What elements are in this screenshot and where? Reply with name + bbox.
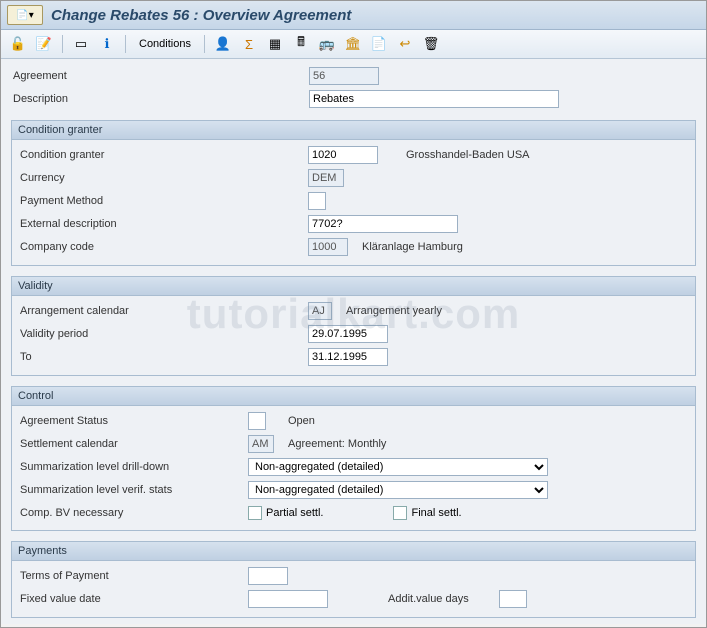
label-company-code: Company code	[18, 241, 188, 253]
person-icon[interactable]: 👤	[212, 33, 234, 55]
display-icon[interactable]: 🔓	[7, 33, 29, 55]
app-icon: 📄▾	[7, 5, 43, 25]
granter-field[interactable]	[308, 146, 378, 164]
delete-icon[interactable]: 🗑	[420, 33, 442, 55]
val-to-field[interactable]	[308, 348, 388, 366]
arr-cal-text: Arrangement yearly	[346, 305, 442, 317]
description-field[interactable]	[309, 90, 559, 108]
ext-desc-field[interactable]	[308, 215, 458, 233]
revoke-icon[interactable]: ↩	[394, 33, 416, 55]
row-description: Description	[11, 88, 696, 110]
final-settl-checkbox[interactable]	[393, 506, 407, 520]
sum-drill-select[interactable]: Non-aggregated (detailed)	[248, 458, 548, 476]
label-fixed-date: Fixed value date	[18, 593, 238, 605]
label-payment-method: Payment Method	[18, 195, 188, 207]
doc-icon[interactable]: 📄	[368, 33, 390, 55]
page-title: Change Rebates 56 : Overview Agreement	[51, 7, 351, 24]
separator	[62, 35, 63, 53]
panel-control: Control Agreement Status Open Settlement…	[11, 386, 696, 531]
label-granter: Condition granter	[18, 149, 188, 161]
label-agreement: Agreement	[11, 70, 181, 82]
terms-field[interactable]	[248, 567, 288, 585]
settle-cal-text: Agreement: Monthly	[288, 438, 386, 450]
separator	[125, 35, 126, 53]
company-code-text: Kläranlage Hamburg	[362, 241, 463, 253]
label-sum-drill: Summarization level drill-down	[18, 461, 238, 473]
label-val-period: Validity period	[18, 328, 218, 340]
label-settle-cal: Settlement calendar	[18, 438, 238, 450]
agreement-field[interactable]	[309, 67, 379, 85]
granter-text: Grosshandel-Baden USA	[406, 149, 530, 161]
grid-icon[interactable]: ▦	[264, 33, 286, 55]
collapse-icon[interactable]: ▭	[70, 33, 92, 55]
info-icon[interactable]: ℹ	[96, 33, 118, 55]
toolbar: 🔓 📝 ▭ ℹ Conditions 👤 Σ ▦ 🖩 🚌 🏛 📄 ↩ 🗑	[1, 30, 706, 59]
row-agreement: Agreement	[11, 65, 696, 87]
label-sum-verif: Summarization level verif. stats	[18, 484, 238, 496]
sum-verif-select[interactable]: Non-aggregated (detailed)	[248, 481, 548, 499]
panel-header-control: Control	[12, 387, 695, 406]
label-status: Agreement Status	[18, 415, 238, 427]
label-arr-cal: Arrangement calendar	[18, 305, 218, 317]
panel-header-condition-granter: Condition granter	[12, 121, 695, 140]
addit-days-label: Addit.value days	[388, 593, 469, 605]
label-terms: Terms of Payment	[18, 570, 238, 582]
partial-settl-checkbox[interactable]	[248, 506, 262, 520]
sum-icon[interactable]: Σ	[238, 33, 260, 55]
panel-header-payments: Payments	[12, 542, 695, 561]
label-ext-desc: External description	[18, 218, 188, 230]
status-text: Open	[288, 415, 315, 427]
content: Agreement Description Condition granter …	[1, 59, 706, 624]
payment-method-field[interactable]	[308, 192, 326, 210]
val-period-field[interactable]	[308, 325, 388, 343]
panel-validity: Validity Arrangement calendar Arrangemen…	[11, 276, 696, 376]
separator	[204, 35, 205, 53]
label-description: Description	[11, 93, 181, 105]
panel-header-validity: Validity	[12, 277, 695, 296]
label-currency: Currency	[18, 172, 188, 184]
titlebar: 📄▾ Change Rebates 56 : Overview Agreemen…	[1, 1, 706, 30]
other-agreement-icon[interactable]: 📝	[33, 33, 55, 55]
partial-settl-label: Partial settl.	[266, 507, 323, 519]
arr-cal-field[interactable]	[308, 302, 332, 320]
panel-payments: Payments Terms of Payment Fixed value da…	[11, 541, 696, 618]
final-settl-label: Final settl.	[411, 507, 461, 519]
company-code-field[interactable]	[308, 238, 348, 256]
build-icon[interactable]: 🏛	[342, 33, 364, 55]
bus-icon[interactable]: 🚌	[316, 33, 338, 55]
settle-cal-field[interactable]	[248, 435, 274, 453]
conditions-button[interactable]: Conditions	[133, 36, 197, 52]
addit-days-field[interactable]	[499, 590, 527, 608]
label-val-to: To	[18, 351, 218, 363]
calc-icon[interactable]: 🖩	[290, 33, 312, 55]
panel-condition-granter: Condition granter Condition granter Gros…	[11, 120, 696, 266]
label-bv: Comp. BV necessary	[18, 507, 238, 519]
currency-field[interactable]	[308, 169, 344, 187]
fixed-date-field[interactable]	[248, 590, 328, 608]
status-field[interactable]	[248, 412, 266, 430]
